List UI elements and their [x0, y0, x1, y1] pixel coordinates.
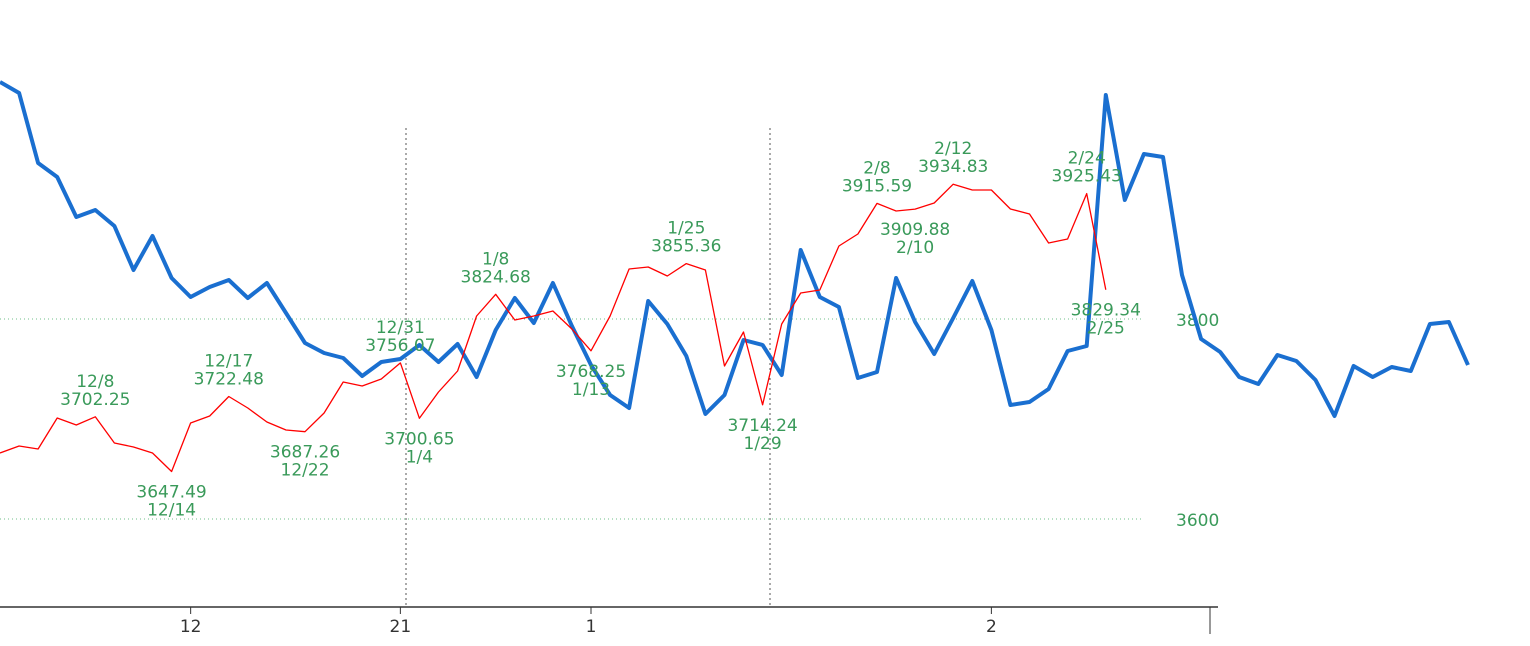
- series-line: [0, 183, 1107, 473]
- point-date-label: 12/8: [76, 372, 114, 392]
- point-date-label: 12/14: [147, 501, 196, 521]
- point-value-label: 3925.43: [1052, 167, 1122, 187]
- y-tick-label: 3600: [1176, 511, 1219, 531]
- point-date-label: 1/4: [406, 447, 433, 467]
- point-value-label: 3702.25: [60, 390, 130, 410]
- point-date-label: 12/31: [376, 318, 425, 338]
- point-date-label: 1/13: [572, 380, 610, 400]
- x-tick-label: 1: [586, 617, 597, 637]
- point-value-label: 3756.07: [365, 336, 435, 356]
- point-date-label: 2/12: [934, 139, 972, 159]
- point-value-label: 3934.83: [918, 157, 988, 177]
- point-date-label: 1/25: [667, 219, 705, 239]
- point-value-label: 3768.25: [556, 362, 626, 382]
- point-value-label: 3722.48: [194, 370, 264, 390]
- point-value-label: 3855.36: [651, 237, 721, 257]
- point-value-label: 3647.49: [136, 483, 206, 503]
- x-tick-label: 12: [180, 617, 202, 637]
- point-value-label: 3909.88: [880, 220, 950, 240]
- point-value-label: 3829.34: [1071, 301, 1141, 321]
- point-date-label: 1/29: [744, 434, 782, 454]
- point-value-label: 3915.59: [842, 176, 912, 196]
- point-value-label: 3714.24: [727, 416, 797, 436]
- point-date-label: 2/10: [896, 238, 934, 258]
- point-value-label: 3824.68: [461, 267, 531, 287]
- point-date-label: 2/25: [1087, 319, 1125, 339]
- point-date-label: 1/8: [482, 249, 509, 269]
- x-tick-label: 2: [986, 617, 997, 637]
- x-tick-label: 21: [390, 617, 412, 637]
- point-date-label: 12/22: [281, 461, 330, 481]
- point-date-label: 2/8: [863, 158, 890, 178]
- point-date-label: 2/24: [1068, 149, 1106, 169]
- point-value-label: 3687.26: [270, 443, 340, 463]
- series-line: [0, 80, 1470, 418]
- point-value-label: 3700.65: [384, 429, 454, 449]
- point-date-label: 12/17: [204, 352, 253, 372]
